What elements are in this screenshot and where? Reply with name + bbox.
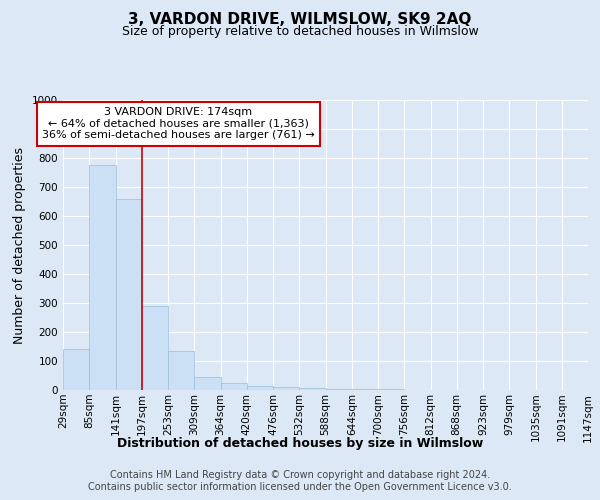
Text: Contains public sector information licensed under the Open Government Licence v3: Contains public sector information licen… xyxy=(88,482,512,492)
Bar xyxy=(89,166,115,390)
Bar xyxy=(142,306,168,390)
Text: 3, VARDON DRIVE, WILMSLOW, SK9 2AQ: 3, VARDON DRIVE, WILMSLOW, SK9 2AQ xyxy=(128,12,472,28)
Text: Size of property relative to detached houses in Wilmslow: Size of property relative to detached ho… xyxy=(122,25,478,38)
Bar xyxy=(299,388,325,390)
Text: Contains HM Land Registry data © Crown copyright and database right 2024.: Contains HM Land Registry data © Crown c… xyxy=(110,470,490,480)
Text: 3 VARDON DRIVE: 174sqm
← 64% of detached houses are smaller (1,363)
36% of semi-: 3 VARDON DRIVE: 174sqm ← 64% of detached… xyxy=(42,108,315,140)
Bar xyxy=(247,386,273,390)
Bar xyxy=(273,387,299,390)
Bar xyxy=(352,389,378,390)
Bar xyxy=(194,377,221,390)
Text: Distribution of detached houses by size in Wilmslow: Distribution of detached houses by size … xyxy=(117,438,483,450)
Bar xyxy=(63,350,89,390)
Y-axis label: Number of detached properties: Number of detached properties xyxy=(13,146,26,344)
Bar xyxy=(221,383,247,390)
Bar xyxy=(115,198,142,390)
Bar xyxy=(168,351,194,390)
Bar xyxy=(325,388,352,390)
